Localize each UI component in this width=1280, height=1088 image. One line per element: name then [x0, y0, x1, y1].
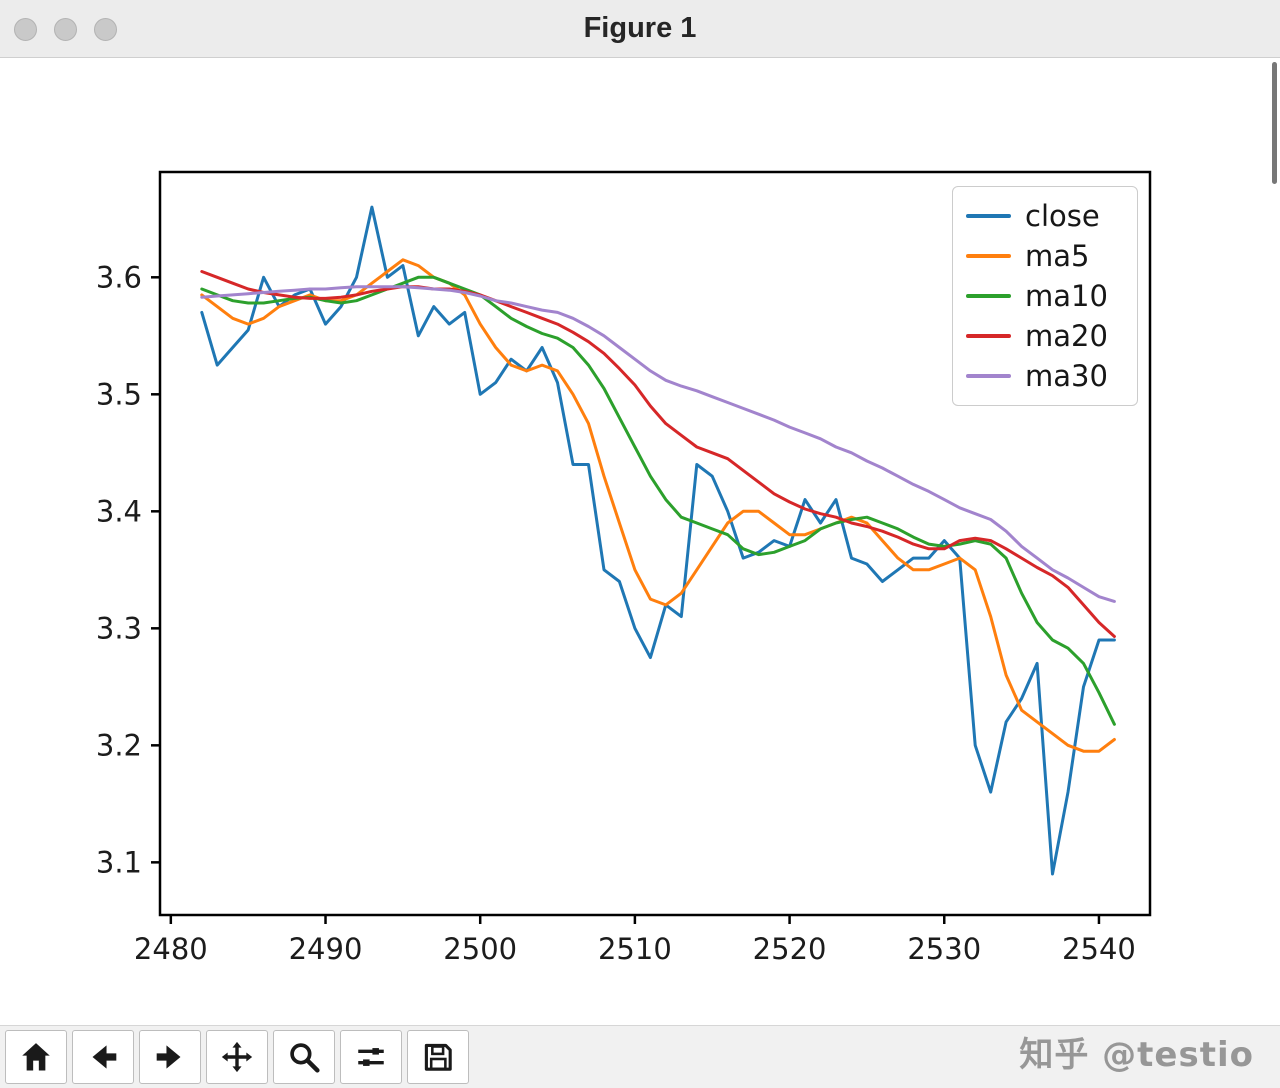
y-tick-label: 3.1 [96, 845, 142, 879]
x-tick-label: 2530 [907, 932, 981, 966]
x-tick-label: 2540 [1062, 932, 1136, 966]
legend-item-close: close [966, 196, 1131, 236]
legend-item-ma30: ma30 [966, 356, 1131, 396]
home-button[interactable] [5, 1030, 67, 1084]
legend-line-swatch [966, 214, 1011, 218]
forward-arrow-icon [156, 1045, 181, 1069]
magnifier-icon [290, 1043, 320, 1073]
series-line-ma30 [200, 285, 1116, 603]
scrollbar[interactable] [1272, 62, 1277, 184]
legend-label: ma10 [1025, 279, 1108, 313]
legend-label: ma5 [1025, 239, 1090, 273]
back-button[interactable] [72, 1030, 134, 1084]
minimize-button[interactable] [54, 18, 77, 41]
forward-button[interactable] [139, 1030, 201, 1084]
series-line-ma20 [200, 270, 1116, 638]
x-tick-label: 2510 [598, 932, 672, 966]
legend-label: close [1025, 199, 1100, 233]
zoom-button[interactable] [273, 1030, 335, 1084]
x-tick-label: 2480 [134, 932, 208, 966]
y-tick-label: 3.2 [96, 728, 142, 762]
y-tick-label: 3.4 [96, 494, 142, 528]
legend-label: ma30 [1025, 359, 1108, 393]
x-tick-label: 2520 [753, 932, 827, 966]
home-icon [22, 1043, 50, 1071]
legend-line-swatch [966, 334, 1011, 338]
window-title: Figure 1 [583, 12, 697, 44]
close-button[interactable] [14, 18, 37, 41]
window-controls [14, 18, 117, 41]
legend-item-ma5: ma5 [966, 236, 1131, 276]
series-line-close [200, 205, 1116, 876]
chart-legend: close ma5 ma10 ma20 ma30 [952, 186, 1138, 406]
zoom-window-button[interactable] [94, 18, 117, 41]
watermark-text: 知乎 @testio [1019, 1035, 1254, 1075]
floppy-disk-icon [424, 1043, 452, 1071]
series-line-ma10 [200, 275, 1116, 726]
legend-label: ma20 [1025, 319, 1108, 353]
plot-canvas[interactable]: 2480 2490 2500 2510 2520 2530 2540 3.1 3.2 3.3 3.4… [0, 59, 1280, 1025]
pan-move-icon [221, 1041, 253, 1073]
y-tick-label: 3.6 [96, 260, 142, 294]
axes-frame [158, 170, 1152, 917]
sliders-icon [358, 1048, 384, 1066]
legend-item-ma10: ma10 [966, 276, 1131, 316]
configure-subplots-button[interactable] [340, 1030, 402, 1084]
pan-button[interactable] [206, 1030, 268, 1084]
y-tick-label: 3.3 [96, 611, 142, 645]
x-tick-label: 2490 [289, 932, 363, 966]
legend-line-swatch [966, 374, 1011, 378]
legend-item-ma20: ma20 [966, 316, 1131, 356]
matplotlib-toolbar: 知乎 @testio [0, 1025, 1280, 1088]
back-arrow-icon [92, 1045, 117, 1069]
x-tick-label: 2500 [443, 932, 517, 966]
save-button[interactable] [407, 1030, 469, 1084]
window-titlebar[interactable]: Figure 1 [0, 0, 1280, 58]
y-tick-label: 3.5 [96, 377, 142, 411]
legend-line-swatch [966, 294, 1011, 298]
legend-line-swatch [966, 254, 1011, 258]
